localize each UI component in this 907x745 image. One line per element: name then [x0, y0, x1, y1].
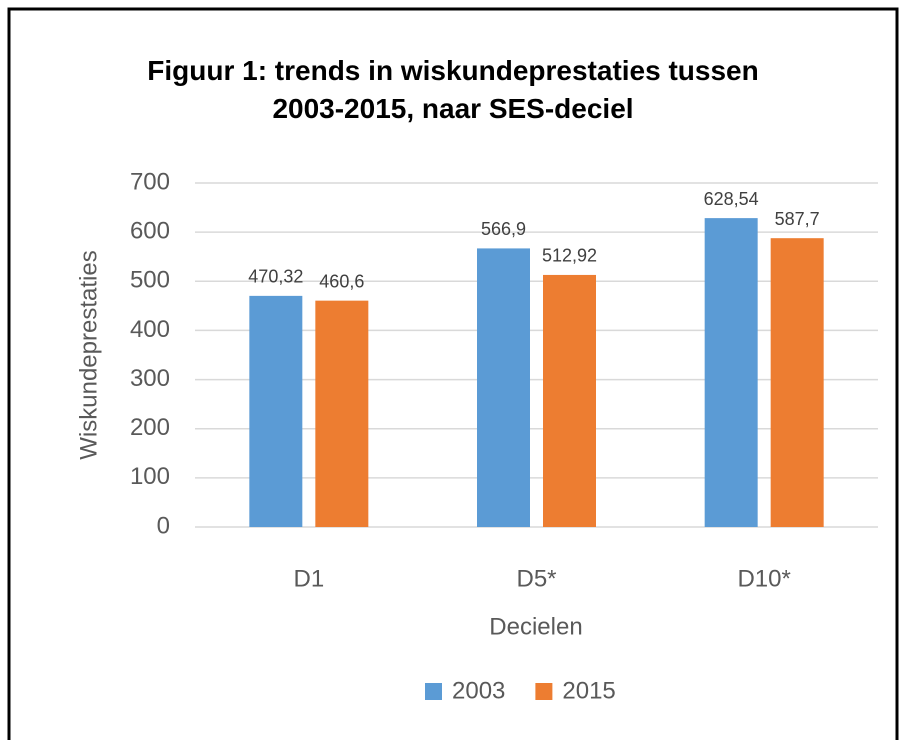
x-axis-label: Decielen [489, 613, 582, 640]
bar [543, 274, 596, 527]
legend-swatch [425, 683, 442, 700]
x-tick-label: D1 [293, 565, 324, 592]
x-tick-label: D5* [516, 565, 556, 592]
y-tick-label: 0 [157, 512, 170, 539]
bar [477, 248, 530, 527]
bar [704, 218, 758, 527]
frame-border [7, 7, 899, 745]
data-label: 470,32 [248, 267, 303, 287]
y-tick-label: 300 [130, 365, 170, 392]
bar [249, 295, 303, 527]
y-tick-label: 600 [130, 217, 170, 244]
data-label: 512,92 [542, 246, 597, 266]
data-label: 587,7 [775, 209, 820, 229]
y-tick-label: 700 [130, 168, 170, 195]
legend-swatch [535, 683, 553, 700]
y-tick-label: 400 [130, 316, 170, 343]
data-label: 628,54 [704, 189, 759, 209]
data-label: 566,9 [481, 219, 526, 239]
chart-title: Figuur 1: trends in wiskundeprestaties t… [147, 55, 759, 124]
y-axis-label: Wiskundeprestaties [75, 250, 102, 459]
bar [770, 238, 824, 527]
bar [315, 300, 369, 527]
y-tick-label: 200 [130, 414, 170, 441]
y-tick-label: 100 [130, 463, 170, 490]
data-label: 460,6 [319, 271, 364, 291]
y-tick-label: 500 [130, 267, 170, 294]
legend-label: 2003 [452, 677, 505, 704]
legend-label: 2015 [562, 677, 615, 704]
x-tick-label: D10* [737, 565, 790, 592]
